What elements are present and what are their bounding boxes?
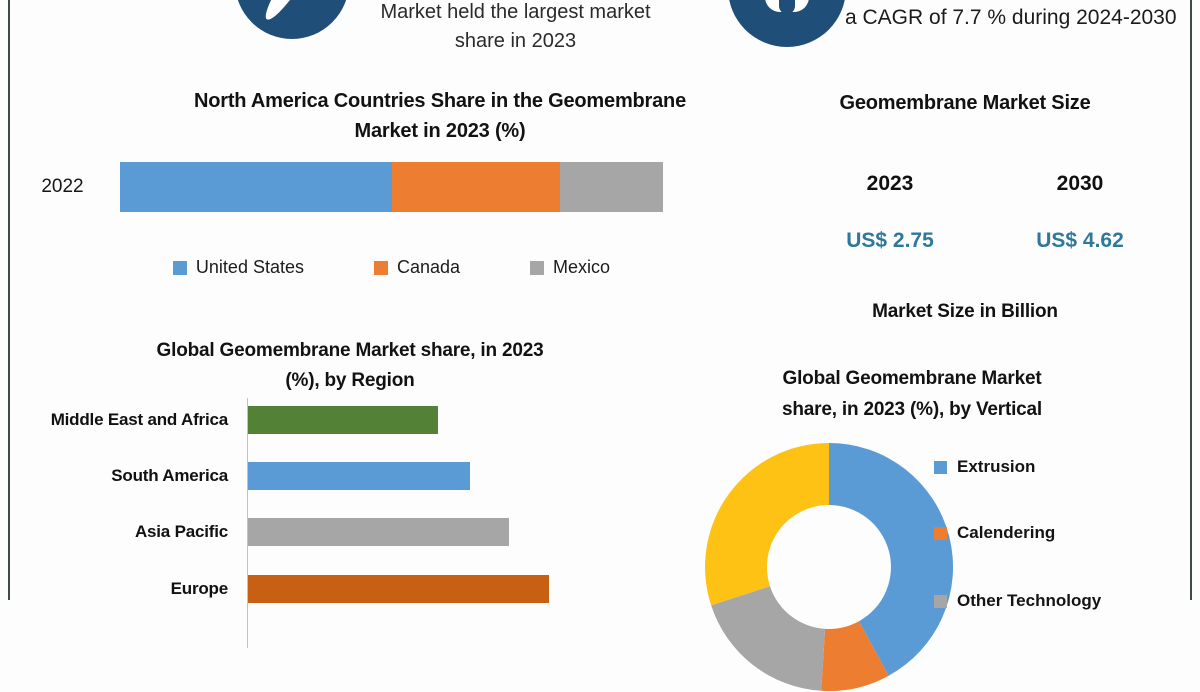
market-size-footnote: Market Size in Billion xyxy=(872,301,1058,322)
region-chart-title: Global Geomembrane Market share, in 2023… xyxy=(60,336,640,396)
donut-legend-swatch-extrusion xyxy=(934,460,947,474)
market-size-year-2023: 2023 xyxy=(866,172,914,195)
header-left-text: Market held the largest market share in … xyxy=(358,0,673,56)
legend-label-canada: Canada xyxy=(396,257,461,277)
growth-person-icon xyxy=(729,0,845,47)
pie-chart-icon xyxy=(237,0,347,39)
donut-legend-label-calendering: Calendering xyxy=(957,523,1056,542)
legend-item-mexico: Mexico xyxy=(530,257,610,278)
market-size-value-2030: US$ 4.62 xyxy=(1036,229,1124,252)
legend-label-mexico: Mexico xyxy=(553,257,611,277)
vertical-chart-title: Global Geomembrane Market share, in 2023… xyxy=(722,363,1102,425)
stacked-bar-legend: United States Canada Mexico xyxy=(110,257,673,278)
market-size-value-2023: US$ 2.75 xyxy=(846,229,934,252)
legend-swatch-canada xyxy=(373,260,388,275)
legend-item-united-states: United States xyxy=(172,257,304,278)
donut-legend-swatch-other-technology xyxy=(934,594,947,608)
market-size-year-2030: 2030 xyxy=(1056,172,1104,195)
stacked-chart-title: North America Countries Share in the Geo… xyxy=(100,86,780,146)
donut-segment-other-technology xyxy=(711,586,826,691)
left-border-line xyxy=(8,0,10,600)
right-border-line xyxy=(1190,0,1192,600)
stacked-segment-canada xyxy=(391,162,560,212)
region-bar-europe xyxy=(248,575,549,603)
donut-segment-unlabeled xyxy=(705,443,829,606)
header-left-line2: share in 2023 xyxy=(454,30,577,52)
donut-legend-label-extrusion: Extrusion xyxy=(957,457,1036,476)
vertical-donut-legend: Extrusion Calendering Other Technology xyxy=(930,445,1185,610)
region-bar-middle-east-and-africa xyxy=(248,406,438,434)
legend-swatch-united-states xyxy=(172,260,187,275)
stacked-segment-united-states xyxy=(120,162,392,212)
region-bar-chart: Middle East and Africa South America Asia … xyxy=(10,398,700,648)
region-chart-axis xyxy=(247,398,248,648)
stacked-chart-title-line1: North America Countries Share in the Geo… xyxy=(193,90,686,112)
region-bar-south-america xyxy=(248,462,470,490)
donut-legend-label-other-technology: Other Technology xyxy=(957,591,1102,610)
legend-label-united-states: United States xyxy=(195,257,304,277)
region-label-middle-east-and-africa: Middle East and Africa xyxy=(50,410,228,429)
region-label-europe: Europe xyxy=(170,579,229,598)
stacked-chart-title-line2: Market in 2023 (%) xyxy=(354,120,526,142)
header-right-text: a CAGR of 7.7 % during 2024-2030 xyxy=(845,6,1177,29)
geomembrane-market-infographic: { "page": { "background": "#fdfdfd", "bo… xyxy=(8,0,1192,692)
donut-legend-item-extrusion: Extrusion xyxy=(934,457,1035,477)
legend-swatch-mexico xyxy=(530,260,545,275)
stacked-bar xyxy=(120,162,663,212)
region-chart-title-line1: Global Geomembrane Market share, in 2023 xyxy=(156,340,544,361)
legend-item-canada: Canada xyxy=(373,257,461,278)
donut-legend-item-calendering: Calendering xyxy=(934,523,1055,543)
region-label-asia-pacific: Asia Pacific xyxy=(134,522,228,541)
stacked-segment-mexico xyxy=(559,162,663,212)
vertical-donut-chart xyxy=(705,443,954,692)
donut-legend-swatch-calendering xyxy=(934,526,947,540)
vertical-chart-title-line2: share, in 2023 (%), by Vertical xyxy=(782,399,1042,420)
region-chart-title-line2: (%), by Region xyxy=(285,370,415,391)
vertical-chart-title-line1: Global Geomembrane Market xyxy=(782,368,1042,389)
market-size-title: Geomembrane Market Size xyxy=(839,92,1091,114)
donut-legend-item-other-technology: Other Technology xyxy=(934,591,1101,611)
region-label-south-america: South America xyxy=(111,466,228,485)
stacked-chart-category-label: 2022 xyxy=(41,176,84,197)
region-bar-asia-pacific xyxy=(248,518,509,546)
header-left-line1: Market held the largest market xyxy=(380,1,651,23)
